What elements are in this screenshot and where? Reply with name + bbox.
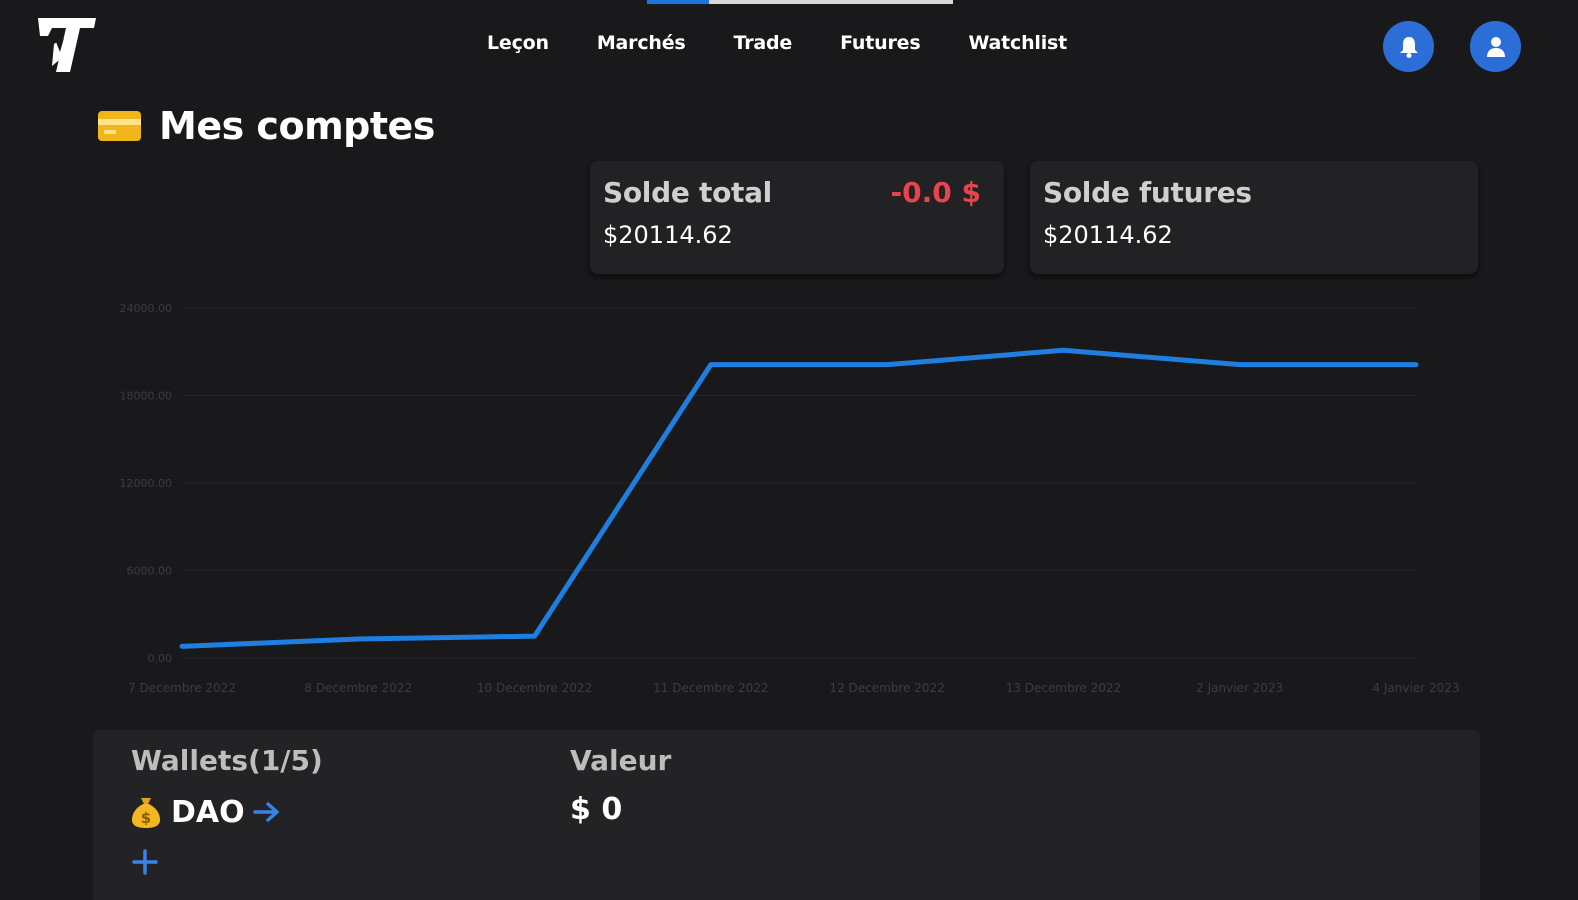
user-icon — [1486, 36, 1505, 57]
nav-item-futures[interactable]: Futures — [840, 32, 921, 54]
bell-icon — [1399, 36, 1418, 58]
total-balance-card: Solde total -0.0 $ $20114.62 — [590, 161, 1004, 274]
account-button[interactable] — [1470, 21, 1521, 72]
y-tick-label: 24000.00 — [120, 302, 173, 315]
arrow-right-icon[interactable] — [252, 801, 281, 823]
credit-card-icon — [98, 111, 141, 141]
plus-icon[interactable] — [131, 848, 159, 876]
data-point — [532, 634, 537, 639]
x-tick-label: 11 Decembre 2022 — [653, 681, 768, 695]
nav-item-lecon[interactable]: Leçon — [487, 32, 549, 54]
x-tick-label: 12 Decembre 2022 — [829, 681, 944, 695]
page-title: Mes comptes — [159, 104, 435, 148]
data-point — [356, 637, 361, 642]
data-point — [708, 362, 713, 367]
wallet-name: DAO — [171, 794, 245, 830]
x-tick-label: 2 Janvier 2023 — [1196, 681, 1283, 695]
x-tick-label: 4 Janvier 2023 — [1372, 681, 1459, 695]
top-progress-bar — [647, 0, 953, 4]
x-tick-label: 7 Decembre 2022 — [128, 681, 236, 695]
y-tick-label: 0.00 — [148, 652, 173, 665]
y-tick-label: 12000.00 — [120, 477, 173, 490]
data-point — [1061, 348, 1066, 353]
total-balance-label: Solde total — [603, 176, 772, 209]
nav-item-trade[interactable]: Trade — [733, 32, 793, 54]
x-tick-label: 10 Decembre 2022 — [477, 681, 592, 695]
series-line — [179, 347, 1419, 649]
futures-balance-label: Solde futures — [1043, 176, 1252, 209]
svg-text:$: $ — [141, 809, 151, 827]
total-balance-delta: -0.0 $ — [890, 176, 981, 209]
wallet-row-dao[interactable]: $ DAO — [131, 792, 281, 832]
futures-balance-value: $20114.62 — [1043, 221, 1173, 249]
logo-icon[interactable] — [34, 14, 100, 76]
value-header: Valeur — [570, 744, 672, 777]
futures-balance-card: Solde futures $20114.62 — [1030, 161, 1478, 274]
data-point — [885, 362, 890, 367]
page-header: Mes comptes — [98, 101, 435, 151]
nav-item-watchlist[interactable]: Watchlist — [968, 32, 1068, 54]
x-tick-label: 13 Decembre 2022 — [1006, 681, 1121, 695]
data-point — [1414, 362, 1418, 367]
nav-item-marches[interactable]: Marchés — [596, 32, 686, 54]
main-nav: Leçon Marchés Trade Futures Watchlist — [487, 32, 1115, 60]
wallet-value: $ 0 — [570, 792, 623, 827]
y-tick-label: 18000.00 — [120, 390, 173, 403]
data-point — [1237, 362, 1242, 367]
y-tick-label: 6000.00 — [127, 565, 173, 578]
balance-history-chart: 0.00 6000.00 12000.00 18000.00 24000.00 7 Dec… — [120, 302, 1460, 695]
wallets-header: Wallets(1/5) — [131, 744, 323, 777]
total-balance-value: $20114.62 — [603, 221, 733, 249]
money-bag-icon: $ — [132, 798, 160, 828]
notifications-button[interactable] — [1383, 21, 1434, 72]
data-point — [180, 644, 184, 649]
x-tick-label: 8 Decembre 2022 — [304, 681, 412, 695]
wallets-panel: Wallets(1/5) Valeur $ DAO $ 0 — [93, 730, 1480, 900]
